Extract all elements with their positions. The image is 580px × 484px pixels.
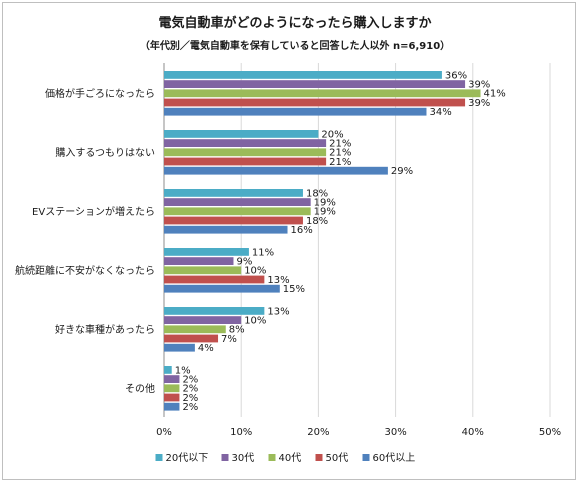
data-label: 2% xyxy=(182,384,198,395)
bar xyxy=(164,198,311,206)
bar xyxy=(164,130,319,138)
chart-subtitle: （年代別／電気自動車を保有していると回答した人以外 n=6,910） xyxy=(140,39,450,52)
bar xyxy=(164,89,481,98)
chart-title: 電気自動車がどのようになったら購入しますか xyxy=(158,15,431,31)
bar xyxy=(164,402,180,411)
category-label: EVステーションが増えたら xyxy=(32,205,155,218)
bar xyxy=(164,325,226,334)
data-label: 20% xyxy=(321,129,343,140)
bar xyxy=(164,375,180,383)
bar xyxy=(164,384,180,393)
data-label: 13% xyxy=(267,306,289,317)
data-label: 34% xyxy=(429,107,451,118)
data-label: 4% xyxy=(198,343,214,354)
bar xyxy=(164,316,242,324)
category-label: 購入するつもりはない xyxy=(55,146,155,159)
legend-label: 30代 xyxy=(232,452,255,464)
x-tick-label: 20% xyxy=(307,427,329,438)
bar xyxy=(164,80,466,88)
bar xyxy=(164,98,466,107)
x-tick-label: 50% xyxy=(539,427,561,438)
legend-swatch xyxy=(362,454,370,461)
data-label: 39% xyxy=(468,98,490,109)
data-label: 8% xyxy=(229,325,245,336)
bar xyxy=(164,284,280,293)
data-label: 29% xyxy=(391,166,413,177)
x-tick-label: 0% xyxy=(156,427,172,438)
bar xyxy=(164,343,195,352)
x-tick-label: 10% xyxy=(230,427,252,438)
bar xyxy=(164,139,327,147)
data-label: 21% xyxy=(329,148,351,159)
x-axis-ticks: 0% 10% 20% 30% 40% 50% xyxy=(156,427,561,438)
data-label: 2% xyxy=(182,402,198,413)
x-tick-label: 40% xyxy=(462,427,484,438)
category-label: 航続距離に不安がなくなったら xyxy=(15,264,155,277)
legend-swatch xyxy=(221,454,229,461)
legend-swatch xyxy=(315,454,323,461)
bar xyxy=(164,71,442,79)
data-label: 13% xyxy=(267,275,289,286)
bar xyxy=(164,148,327,157)
bar xyxy=(164,207,311,216)
x-tick-label: 30% xyxy=(384,427,406,438)
bar xyxy=(164,107,427,116)
gridlines xyxy=(163,63,551,417)
data-label: 1% xyxy=(175,365,191,376)
data-label: 11% xyxy=(252,247,274,258)
legend-swatch xyxy=(268,454,276,461)
data-label: 19% xyxy=(314,207,336,218)
bar xyxy=(164,393,180,402)
data-label: 2% xyxy=(182,393,198,404)
bars xyxy=(164,71,481,411)
bar xyxy=(164,166,388,175)
data-label: 2% xyxy=(182,375,198,386)
bar xyxy=(164,225,288,234)
data-label: 9% xyxy=(236,257,252,268)
data-label: 18% xyxy=(306,216,328,227)
bar xyxy=(164,334,219,343)
data-label: 21% xyxy=(329,157,351,168)
bar xyxy=(164,216,303,225)
bar-chart: 電気自動車がどのようになったら購入しますか （年代別／電気自動車を保有していると… xyxy=(15,15,561,464)
data-label: 7% xyxy=(221,334,237,345)
data-label: 41% xyxy=(484,89,506,100)
legend-label: 50代 xyxy=(326,452,349,464)
data-label: 21% xyxy=(329,139,351,150)
chart-frame: 電気自動車がどのようになったら購入しますか （年代別／電気自動車を保有していると… xyxy=(2,2,576,480)
bar xyxy=(164,257,234,265)
data-label: 18% xyxy=(306,188,328,199)
category-label: 価格が手ごろになったら xyxy=(45,87,155,100)
data-label: 10% xyxy=(244,316,266,327)
bar xyxy=(164,275,265,284)
data-labels: 36%39%41%39%34%20%21%21%21%29%18%19%19%1… xyxy=(175,70,506,413)
data-label: 19% xyxy=(314,198,336,209)
data-label: 15% xyxy=(283,284,305,295)
bar xyxy=(164,266,242,275)
category-label: その他 xyxy=(125,382,155,395)
data-label: 36% xyxy=(445,70,467,81)
legend-label: 40代 xyxy=(279,452,302,464)
legend-label: 20代以下 xyxy=(166,452,209,464)
data-label: 10% xyxy=(244,266,266,277)
bar xyxy=(164,189,303,197)
data-label: 39% xyxy=(468,80,490,91)
legend-swatch xyxy=(155,454,163,461)
bar xyxy=(164,366,172,374)
legend-label: 60代以上 xyxy=(373,452,416,464)
category-label: 好きな車種があったら xyxy=(55,323,155,336)
bar xyxy=(164,307,265,315)
legend: 20代以下 30代 40代 50代 60代以上 xyxy=(155,452,416,464)
bar xyxy=(164,248,249,256)
data-label: 16% xyxy=(291,225,313,236)
bar xyxy=(164,157,327,166)
